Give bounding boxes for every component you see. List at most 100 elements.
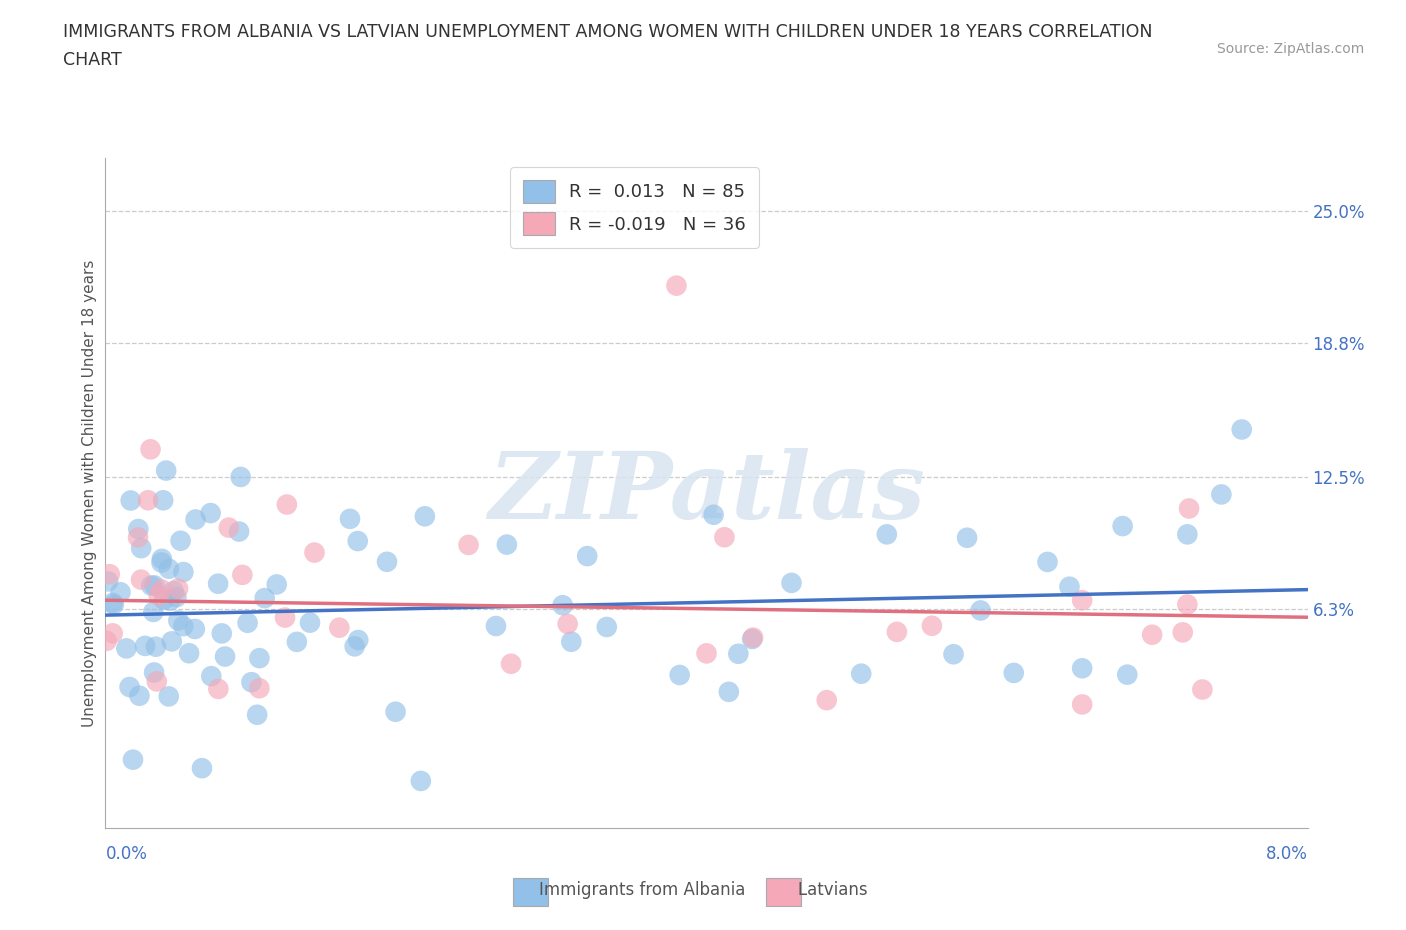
Point (98, 566, 121, 581)
Point (551, 598, 574, 613)
FancyBboxPatch shape (513, 878, 548, 906)
Point (150, 551, 173, 566)
Point (1071, 697, 1094, 711)
Point (499, 657, 522, 671)
Point (742, 631, 765, 645)
Point (696, 646, 718, 661)
Point (851, 666, 873, 681)
Point (218, 520, 240, 535)
Point (457, 538, 479, 552)
Point (150, 582, 173, 597)
Point (249, 651, 271, 666)
Text: Source: ZipAtlas.com: Source: ZipAtlas.com (1216, 42, 1364, 56)
Point (246, 708, 269, 723)
Point (413, 509, 436, 524)
Point (118, 680, 141, 695)
Point (1116, 667, 1139, 682)
Point (665, 278, 688, 293)
Point (1191, 682, 1213, 697)
Point (1171, 625, 1194, 640)
Point (274, 610, 297, 625)
Point (101, 626, 124, 641)
Point (266, 577, 288, 591)
Point (172, 618, 194, 633)
Point (120, 493, 142, 508)
Point (886, 624, 908, 639)
Point (150, 555, 173, 570)
Point (159, 593, 181, 608)
Point (103, 597, 125, 612)
Point (1211, 487, 1233, 502)
Point (236, 616, 259, 631)
Point (145, 639, 167, 654)
Point (231, 567, 253, 582)
Point (1175, 597, 1198, 612)
Point (228, 525, 250, 539)
Point (560, 634, 582, 649)
Point (576, 549, 599, 564)
Point (253, 591, 276, 605)
Point (96, 633, 118, 648)
Point (347, 632, 370, 647)
Point (1111, 519, 1133, 534)
Point (211, 626, 233, 641)
Point (207, 682, 229, 697)
Point (285, 634, 308, 649)
Point (703, 507, 725, 522)
Point (485, 618, 508, 633)
Point (596, 619, 619, 634)
Point (1175, 527, 1198, 542)
Point (127, 522, 149, 537)
Point (163, 584, 186, 599)
Point (184, 512, 207, 527)
Point (298, 616, 321, 631)
Point (741, 631, 763, 646)
Point (969, 603, 991, 618)
Point (1071, 661, 1094, 676)
Point (115, 641, 138, 656)
Point (146, 674, 169, 689)
Point (956, 530, 979, 545)
Point (375, 554, 398, 569)
Point (128, 688, 150, 703)
Point (160, 634, 183, 649)
Point (172, 565, 194, 579)
Point (942, 646, 965, 661)
Point (1140, 627, 1163, 642)
Point (247, 681, 270, 696)
Point (134, 638, 156, 653)
Point (153, 592, 176, 607)
Point (136, 493, 159, 508)
Text: 0.0%: 0.0% (105, 844, 148, 863)
Point (157, 689, 180, 704)
Point (1071, 592, 1094, 607)
Point (668, 668, 690, 683)
Point (152, 493, 174, 508)
Point (97, 574, 120, 589)
Point (713, 530, 735, 545)
Point (142, 604, 165, 619)
Point (191, 761, 214, 776)
Point (1059, 579, 1081, 594)
Point (717, 684, 740, 699)
Point (200, 669, 222, 684)
Point (346, 534, 368, 549)
Y-axis label: Unemployment Among Women with Children Under 18 years: Unemployment Among Women with Children U… (82, 259, 97, 726)
Point (177, 645, 200, 660)
Point (167, 581, 190, 596)
Point (304, 545, 326, 560)
Point (921, 618, 943, 633)
Point (276, 497, 298, 512)
Point (148, 588, 170, 603)
Point (384, 704, 406, 719)
Text: 8.0%: 8.0% (1265, 844, 1308, 863)
Point (815, 693, 838, 708)
Point (557, 617, 579, 631)
Point (727, 646, 749, 661)
Point (200, 506, 222, 521)
Legend: R =  0.013   N = 85, R = -0.019   N = 36: R = 0.013 N = 85, R = -0.019 N = 36 (510, 167, 759, 247)
Text: Immigrants from Albania          Latvians: Immigrants from Albania Latvians (538, 882, 868, 899)
Text: CHART: CHART (63, 51, 122, 69)
Point (1002, 666, 1025, 681)
Point (240, 675, 263, 690)
